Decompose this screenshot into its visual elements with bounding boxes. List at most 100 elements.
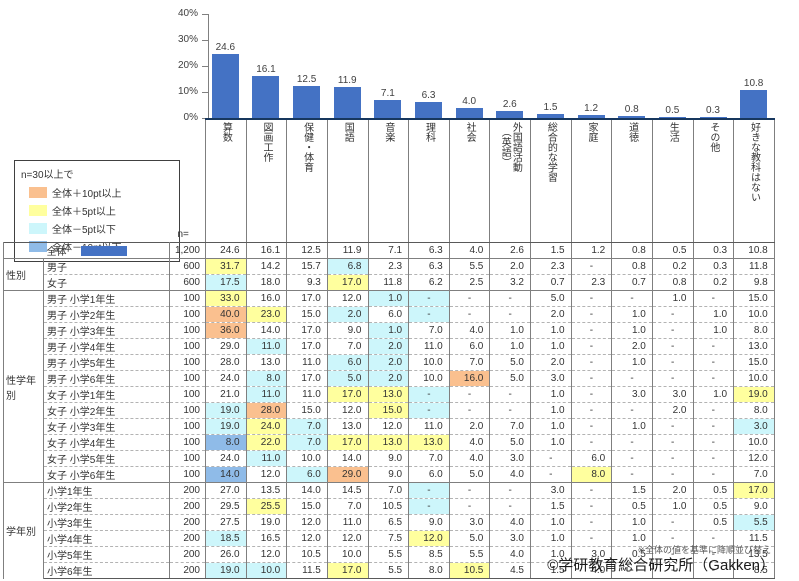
value-cell: 5.5 [733, 514, 775, 531]
table-row: 女子 小学6年生 100 14.0 12.0 6.0 29.0 9.0 6.0 5.0 4.0-8… [4, 466, 775, 483]
value-cell: 2.0 [367, 370, 410, 387]
value-cell: 4.0 [489, 514, 531, 531]
column-header-label: 保健・体育 [301, 122, 313, 172]
value-cell: 13.0 [245, 354, 288, 371]
value-cell: 3.0 [530, 482, 572, 499]
value-cell: 12.0 [326, 402, 369, 419]
value-cell: - [489, 290, 531, 307]
column-header-label: 理科 [423, 122, 435, 142]
value-cell: 4.0 [448, 434, 491, 451]
value-cell: 7.0 [286, 434, 328, 451]
value-cell: 6.5 [367, 514, 410, 531]
value-cell: 17.0 [286, 370, 328, 387]
value-cell: 6.3 [408, 258, 450, 275]
n-value: 200 [169, 562, 206, 579]
value-cell: 2.0 [448, 418, 491, 435]
y-axis-ticks [202, 14, 208, 119]
value-cell: 6.0 [448, 338, 491, 355]
value-cell: - [692, 546, 735, 563]
value-cell: 15.0 [286, 402, 328, 419]
value-cell: 1.0 [611, 322, 653, 339]
value-cell: 1.0 [651, 290, 694, 307]
value-cell: 8.0 [733, 322, 775, 339]
value-cell: 1.0 [489, 338, 531, 355]
legend-item: 全体＋10pt以上 [29, 185, 173, 200]
value-cell: 19.0 [205, 402, 247, 419]
value-cell: 6.0 [367, 306, 410, 323]
bar-slot: 2.6 [489, 99, 530, 118]
value-cell: 0.3 [692, 258, 735, 275]
value-cell: 6.0 [326, 354, 369, 371]
value-cell: 14.0 [326, 450, 369, 467]
n-value: 600 [169, 274, 206, 291]
bar-slot: 10.8 [733, 78, 774, 118]
column-header: 社会 [448, 118, 491, 243]
value-cell: - [611, 434, 653, 451]
value-cell: 2.0 [530, 306, 572, 323]
value-cell: - [408, 498, 450, 515]
table-row: 学年別 小学1年生 200 27.0 13.5 14.0 14.5 7.0- - -3.0-1.5… [3, 482, 775, 579]
row-label: 全体 [46, 247, 67, 258]
value-cell: 5.5 [367, 546, 410, 563]
bar-slot: 1.5 [530, 102, 571, 118]
row-label: 男子 [43, 258, 170, 275]
value-cell: - [692, 466, 735, 483]
value-cell: 16.5 [245, 530, 288, 547]
table-row: 女子 小学1年生 100 21.0 11.0 11.0 17.0 13.0- - -1.0-3.… [4, 386, 775, 403]
value-cell: - [611, 562, 653, 579]
table-row: 女子 小学2年生 100 19.0 28.0 15.0 12.0 15.0- - -1.0- -2… [4, 402, 775, 419]
value-cell: - [489, 402, 531, 419]
column-header: 算数 [205, 118, 247, 243]
table-row: 男子 小学4年生 100 29.0 11.0 17.0 7.0 2.0 11.0 6.0 1.0 1… [4, 338, 775, 355]
value-cell: 18.5 [205, 530, 247, 547]
value-cell: - [692, 338, 735, 355]
y-axis-tick-mark [202, 40, 208, 41]
value-cell: 15.0 [367, 402, 410, 419]
value-cell: 2.3 [367, 258, 410, 275]
value-cell: 3.0 [611, 386, 653, 403]
value-cell: 1.0 [530, 402, 572, 419]
bar [496, 111, 524, 118]
legend-item-label: 全体－5pt以下 [52, 225, 116, 236]
n-value: 100 [169, 322, 206, 339]
n-value: 100 [169, 306, 206, 323]
legend-swatch [29, 187, 47, 198]
value-cell: 5.0 [530, 290, 572, 307]
value-cell: 13.0 [733, 338, 775, 355]
row-label: 小学3年生 [43, 514, 170, 531]
value-cell: 0.2 [692, 274, 735, 291]
value-cell: 13.0 [408, 434, 450, 451]
value-cell: 14.5 [326, 482, 369, 499]
value-cell: - [692, 450, 735, 467]
value-cell: 3.2 [489, 274, 531, 291]
bar [293, 85, 321, 118]
value-cell: 21.0 [205, 386, 247, 403]
bar-slot: 0.5 [652, 105, 693, 118]
value-cell: 19.0 [205, 418, 247, 435]
value-cell: - [651, 418, 694, 435]
value-cell: 5.0 [448, 466, 491, 483]
value-cell: 11.0 [245, 386, 288, 403]
value-cell: 28.0 [205, 354, 247, 371]
value-cell: 7.0 [286, 418, 328, 435]
value-cell: 7.0 [489, 418, 531, 435]
value-cell: 8.5 [733, 562, 775, 579]
y-axis-line [208, 14, 209, 118]
value-cell: 1.0 [530, 322, 572, 339]
value-cell: 0.7 [530, 274, 572, 291]
column-header-label: 音楽 [382, 122, 394, 142]
value-cell: 9.0 [367, 450, 410, 467]
value-cell: 5.0 [326, 370, 369, 387]
value-cell: - [448, 482, 491, 499]
value-cell: 11.8 [367, 274, 410, 291]
row-label: 女子 小学6年生 [43, 466, 170, 483]
value-cell: 24.0 [205, 370, 247, 387]
y-axis-tick-mark [202, 118, 208, 119]
value-cell: - [692, 290, 735, 307]
value-cell: 4.0 [448, 242, 491, 259]
bar-slot: 12.5 [286, 74, 327, 118]
n-value: 100 [169, 434, 206, 451]
value-cell: 11.0 [245, 450, 288, 467]
column-header-label: 外国語活動 （英語） [499, 122, 522, 172]
n-value: 100 [169, 466, 206, 483]
